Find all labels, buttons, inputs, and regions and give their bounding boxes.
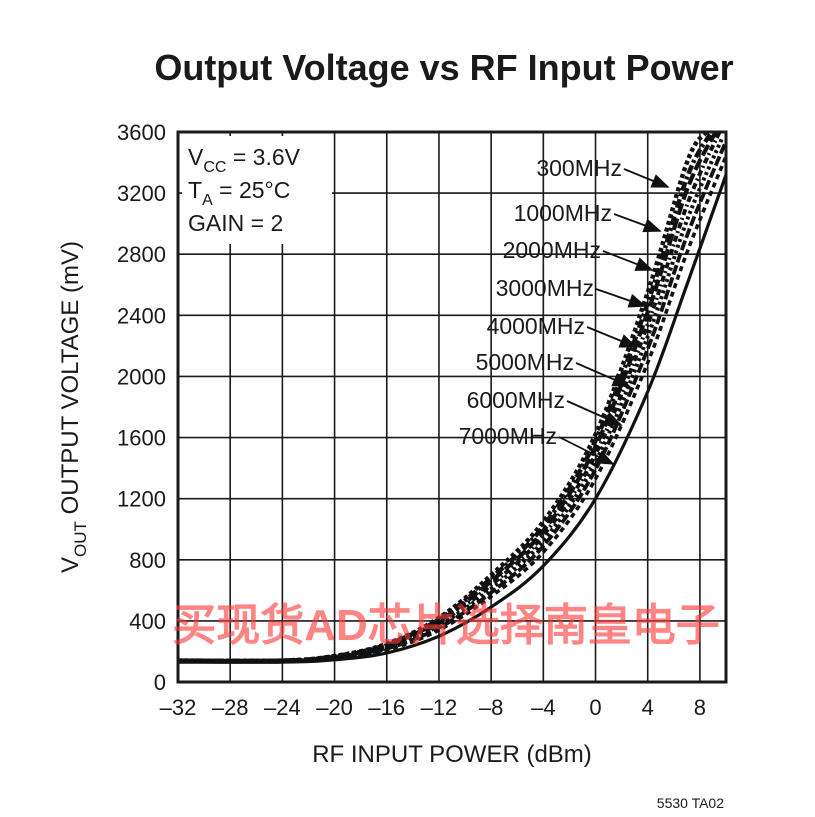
y-tick-label: 0: [154, 670, 166, 695]
y-axis-label: VOUT OUTPUT VOLTAGE (mV): [57, 241, 90, 573]
series-labels: 300MHz 1000MHz 2000MHz 3000MHz 4000MHz 5000MH…: [459, 155, 670, 465]
series-line-1000mhz: [177, 130, 714, 664]
y-tick-label: 3200: [117, 181, 166, 206]
series-label-5000mhz: 5000MHz: [476, 349, 574, 375]
y-tick-label: 1200: [117, 487, 166, 512]
x-tick-label: –32: [160, 695, 197, 720]
y-tick-label: 2000: [117, 364, 166, 389]
x-tick-label: 8: [694, 695, 706, 720]
series-line-4000mhz: [177, 137, 724, 663]
series-line-3000mhz: [177, 131, 722, 663]
series-label-1000mhz: 1000MHz: [514, 200, 612, 226]
x-tick-label: –4: [531, 695, 555, 720]
plot-frame: [176, 130, 728, 684]
y-tick-label: 2400: [117, 303, 166, 328]
x-tick-label: 0: [589, 695, 601, 720]
x-tick-label: –28: [212, 695, 249, 720]
series-label-6000mhz: 6000MHz: [467, 387, 565, 413]
series-line-5000mhz: [177, 143, 727, 663]
series-label-arrow: [566, 400, 623, 426]
series-label-arrow: [575, 362, 631, 387]
y-tick-label: 3600: [117, 120, 166, 145]
condition-text: TA = 25°C: [188, 177, 290, 209]
series-label-300mhz: 300MHz: [536, 155, 622, 181]
series-lines: [177, 130, 728, 664]
y-tick-label: 1600: [117, 426, 166, 451]
y-tick-label: 400: [129, 609, 166, 634]
series-line-6000mhz: [177, 155, 728, 663]
watermark: 买现货AD芯片选择南皇电子: [172, 601, 720, 650]
series-label-2000mhz: 2000MHz: [503, 237, 601, 263]
condition-text: VCC = 3.6V: [188, 144, 301, 176]
series-label-arrow: [623, 168, 670, 188]
x-tick-label: –8: [479, 695, 503, 720]
series-label-arrow: [558, 436, 615, 465]
series-label-arrow: [595, 288, 647, 308]
series-line-2000mhz: [177, 131, 718, 663]
y-axis-label-text: VOUT OUTPUT VOLTAGE (mV): [57, 241, 90, 573]
series-label-3000mhz: 3000MHz: [496, 275, 594, 301]
x-tick-label: 4: [642, 695, 654, 720]
series-label-4000mhz: 4000MHz: [487, 313, 585, 339]
y-tick-label: 800: [129, 548, 166, 573]
condition-text: GAIN = 2: [188, 210, 283, 236]
series-label-arrow: [613, 213, 662, 233]
x-axis-label: RF INPUT POWER (dBm): [312, 741, 592, 768]
series-line-7000mhz: [177, 174, 728, 664]
chart-title: Output Voltage vs RF Input Power: [154, 47, 733, 88]
tick-labels: –32 –28 –24 –20 –16 –12 –8 –4 0 4 8 0 400 800 1200 1600…: [117, 120, 706, 720]
series-label-7000mhz: 7000MHz: [459, 423, 557, 449]
series-label-arrow: [586, 326, 638, 348]
series-label-arrow: [602, 250, 654, 271]
x-tick-label: –24: [264, 695, 301, 720]
figure-code: 5530 TA02: [657, 795, 724, 811]
conditions-background: [182, 136, 332, 244]
x-tick-label: –16: [368, 695, 405, 720]
x-tick-label: –20: [316, 695, 353, 720]
y-tick-label: 2800: [117, 242, 166, 267]
x-tick-label: –12: [421, 695, 458, 720]
